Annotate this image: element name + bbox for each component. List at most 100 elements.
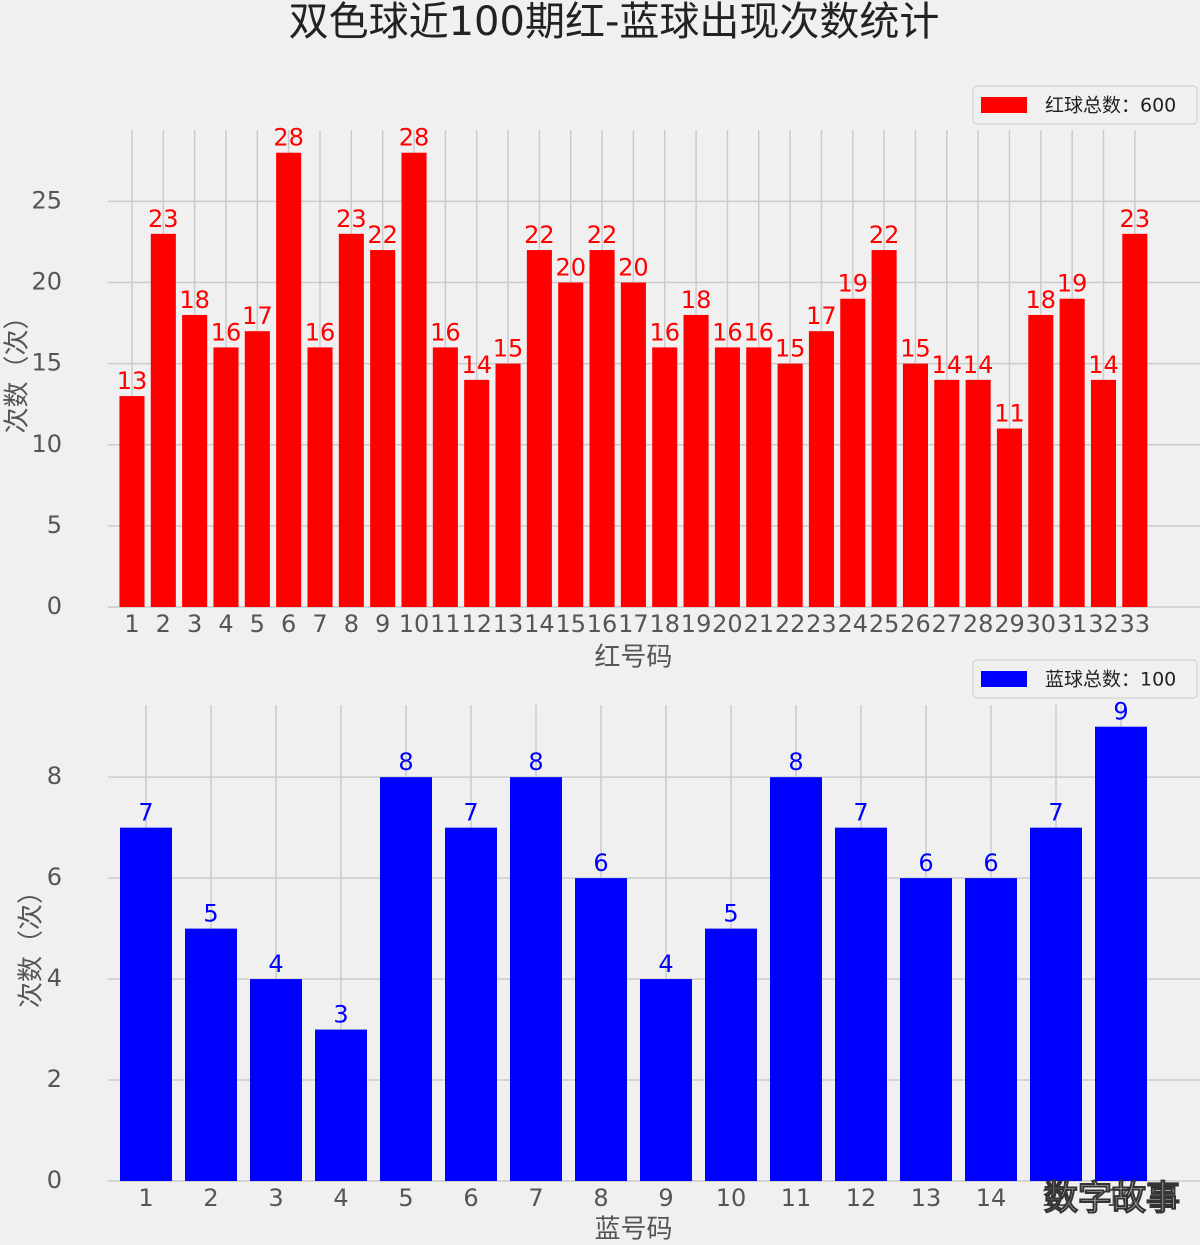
bar — [589, 250, 615, 607]
data-label: 7 — [1048, 799, 1063, 827]
x-tick-label: 14 — [976, 1184, 1007, 1212]
x-tick-label: 9 — [658, 1184, 673, 1212]
bar — [526, 250, 552, 607]
y-tick-label: 0 — [47, 1166, 62, 1194]
x-tick-label: 15 — [555, 610, 586, 638]
bar — [307, 347, 333, 607]
bar — [1090, 379, 1117, 607]
data-label: 22 — [869, 221, 900, 249]
data-label: 15 — [775, 335, 806, 363]
bar — [510, 777, 562, 1181]
legend-swatch — [981, 671, 1027, 687]
data-label: 19 — [838, 270, 869, 298]
data-label: 13 — [117, 367, 148, 395]
data-label: 22 — [367, 221, 398, 249]
x-tick-label: 20 — [712, 610, 743, 638]
x-tick-label: 30 — [1026, 610, 1057, 638]
bar — [996, 428, 1023, 607]
x-tick-label: 25 — [869, 610, 900, 638]
y-axis-label: 次数（次） — [3, 303, 33, 433]
legend-box — [972, 85, 1198, 125]
x-tick-label: 6 — [463, 1184, 478, 1212]
bar — [445, 827, 497, 1181]
bar — [464, 379, 490, 607]
bar — [770, 777, 822, 1181]
y-tick-label: 2 — [47, 1065, 62, 1093]
bar — [900, 878, 952, 1181]
data-label: 20 — [555, 254, 586, 282]
x-tick-label: 11 — [781, 1184, 812, 1212]
legend-label: 红球总数：600 — [1045, 95, 1176, 117]
x-tick-label: 15 — [1041, 1184, 1072, 1212]
bar — [1122, 233, 1148, 607]
data-label: 6 — [593, 849, 608, 877]
x-axis-label: 蓝号码 — [594, 1215, 672, 1245]
x-tick-label: 7 — [528, 1184, 543, 1212]
legend-label: 蓝球总数：100 — [1045, 669, 1176, 691]
data-label: 14 — [932, 351, 963, 379]
x-tick-label: 26 — [900, 610, 931, 638]
bar — [746, 347, 772, 607]
x-tick-label: 31 — [1057, 610, 1088, 638]
x-tick-label: 16 — [1106, 1184, 1137, 1212]
data-label: 15 — [900, 335, 931, 363]
bar — [1095, 726, 1147, 1181]
data-label: 7 — [138, 799, 153, 827]
y-tick-label: 4 — [47, 964, 62, 992]
y-axis-label: 次数（次） — [17, 878, 47, 1008]
y-tick-label: 25 — [31, 186, 62, 214]
data-label: 23 — [336, 205, 367, 233]
data-label: 22 — [587, 221, 618, 249]
data-label: 11 — [994, 400, 1025, 428]
y-tick-label: 8 — [47, 762, 62, 790]
x-tick-label: 2 — [156, 610, 171, 638]
bar — [1030, 827, 1082, 1181]
data-label: 17 — [242, 302, 273, 330]
bar — [835, 827, 887, 1181]
x-tick-label: 27 — [932, 610, 963, 638]
x-tick-label: 12 — [461, 610, 492, 638]
data-label: 22 — [524, 221, 555, 249]
data-label: 14 — [1088, 351, 1119, 379]
data-label: 16 — [743, 318, 774, 346]
x-tick-label: 5 — [398, 1184, 413, 1212]
bar — [871, 250, 897, 607]
x-tick-label: 4 — [218, 610, 233, 638]
data-label: 4 — [268, 950, 283, 978]
data-label: 23 — [1120, 205, 1151, 233]
data-label: 7 — [463, 799, 478, 827]
data-label: 9 — [1113, 698, 1128, 726]
bar — [575, 878, 627, 1181]
bar — [401, 152, 427, 607]
x-tick-label: 8 — [593, 1184, 608, 1212]
y-tick-label: 6 — [47, 863, 62, 891]
bar — [276, 152, 302, 607]
x-tick-label: 22 — [775, 610, 806, 638]
x-tick-label: 1 — [124, 610, 139, 638]
bar — [185, 928, 237, 1181]
x-tick-label: 32 — [1088, 610, 1119, 638]
data-label: 4 — [658, 950, 673, 978]
figure-title: 双色球近100期红-蓝球出现次数统计 — [289, 0, 940, 45]
bar — [213, 347, 239, 607]
data-label: 16 — [211, 318, 242, 346]
x-tick-label: 10 — [716, 1184, 747, 1212]
data-label: 16 — [649, 318, 680, 346]
bar — [902, 363, 928, 607]
data-label: 8 — [398, 748, 413, 776]
y-tick-label: 0 — [47, 592, 62, 620]
x-tick-label: 14 — [524, 610, 555, 638]
bar — [182, 314, 208, 607]
bar — [965, 379, 991, 607]
x-tick-label: 24 — [838, 610, 869, 638]
data-label: 15 — [493, 335, 524, 363]
x-tick-label: 28 — [963, 610, 994, 638]
y-tick-label: 20 — [31, 268, 62, 296]
bar — [120, 827, 172, 1181]
data-label: 28 — [273, 124, 304, 152]
data-label: 5 — [203, 900, 218, 928]
x-tick-label: 11 — [430, 610, 461, 638]
x-tick-label: 5 — [250, 610, 265, 638]
data-label: 28 — [399, 124, 430, 152]
x-tick-label: 8 — [344, 610, 359, 638]
